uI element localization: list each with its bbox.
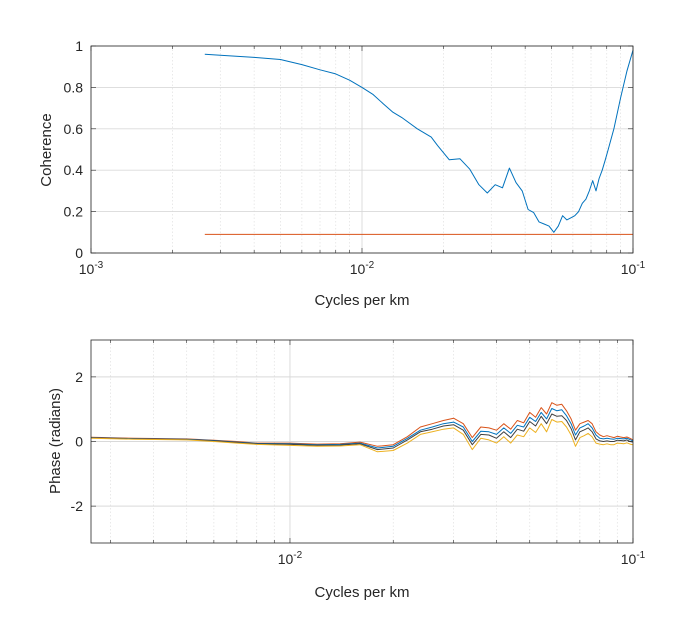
phase-y-axis-label: Phase (radians)	[47, 388, 64, 494]
phase-series-line-0	[90, 402, 634, 447]
phase-x-tick-base: 10	[278, 551, 294, 567]
coherence-x-axis-label: Cycles per km	[314, 292, 409, 309]
phase-series-line-1	[90, 408, 634, 449]
coherence-y-tick-label: 0.8	[64, 79, 84, 95]
phase-y-tick-label: 2	[75, 369, 83, 385]
coherence-x-tick-label: 10-3	[79, 260, 104, 277]
phase-x-tick-label: 10-1	[621, 550, 646, 567]
phase-series-group	[90, 402, 634, 453]
coherence-x-tick-base: 10	[621, 261, 637, 277]
coherence-x-tick-label: 10-2	[350, 260, 375, 277]
phase-series-line-3	[90, 419, 634, 453]
phase-x-tick-base: 10	[621, 551, 637, 567]
phase-y-tick-label: -2	[71, 498, 84, 514]
coherence-x-tick-base: 10	[79, 261, 95, 277]
coherence-x-tick-exponent: -2	[365, 260, 374, 271]
coherence-series-group	[204, 49, 634, 235]
coherence-y-tick-label: 0.6	[64, 121, 84, 137]
coherence-y-tick-label: 1	[75, 38, 83, 54]
coherence-y-tick-label: 0.4	[64, 162, 84, 178]
coherence-y-tick-label: 0.2	[64, 204, 84, 220]
coherence-x-tick-base: 10	[350, 261, 366, 277]
phase-y-tick-label: 0	[75, 434, 83, 450]
phase-x-tick-exponent: -1	[636, 550, 645, 561]
coherence-series-line-0	[204, 49, 634, 233]
phase-series-line-2	[90, 413, 634, 451]
phase-x-tick-exponent: -2	[293, 550, 302, 561]
coherence-x-tick-label: 10-1	[621, 260, 646, 277]
coherence-x-tick-exponent: -3	[94, 260, 103, 271]
coherence-y-tick-label: 0	[75, 245, 83, 261]
coherence-x-tick-exponent: -1	[636, 260, 645, 271]
phase-x-axis-label: Cycles per km	[314, 584, 409, 601]
phase-x-tick-label: 10-2	[278, 550, 303, 567]
coherence-y-axis-label: Coherence	[38, 113, 55, 186]
